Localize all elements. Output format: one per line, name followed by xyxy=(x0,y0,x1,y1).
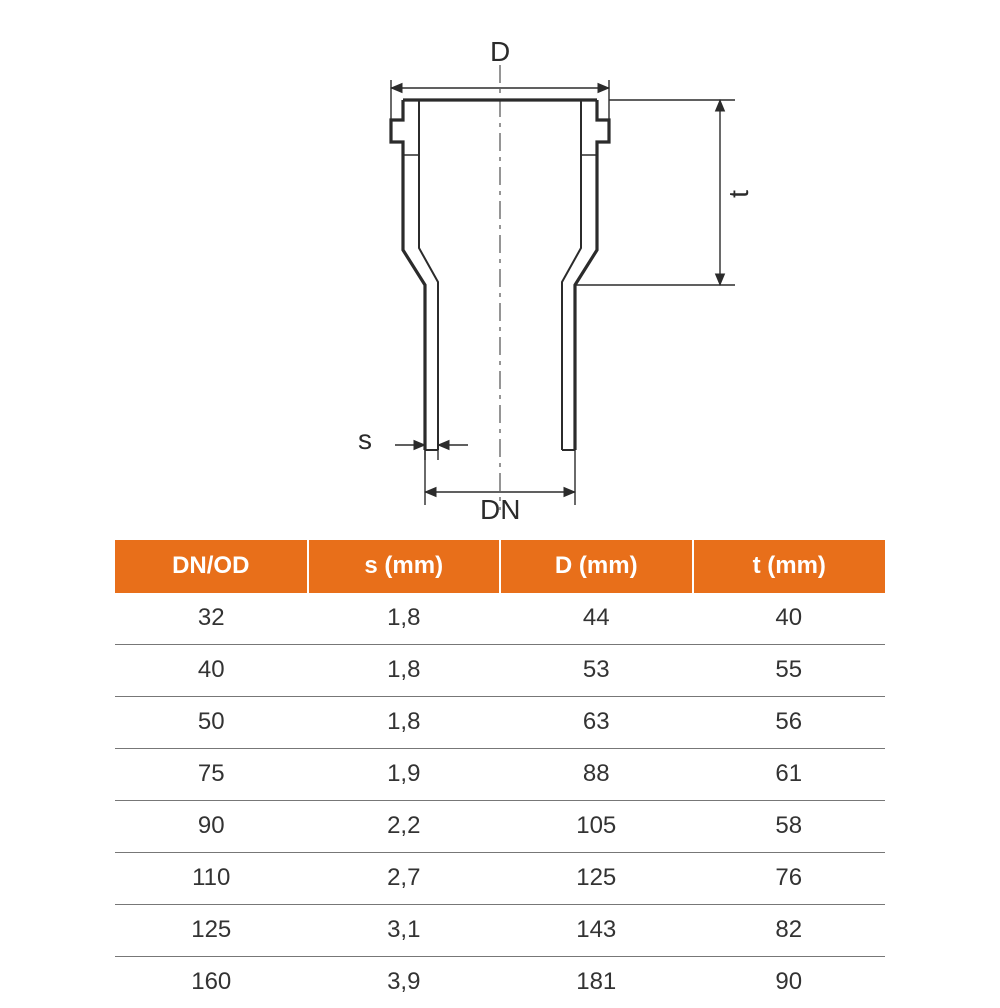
table-cell: 56 xyxy=(693,697,886,749)
table-cell: 110 xyxy=(115,853,308,905)
col-header: D (mm) xyxy=(500,540,693,593)
table-cell: 61 xyxy=(693,749,886,801)
col-header: s (mm) xyxy=(308,540,501,593)
table-cell: 55 xyxy=(693,645,886,697)
table-cell: 1,8 xyxy=(308,645,501,697)
table-cell: 3,1 xyxy=(308,905,501,957)
table-cell: 76 xyxy=(693,853,886,905)
col-header: DN/OD xyxy=(115,540,308,593)
table-cell: 143 xyxy=(500,905,693,957)
col-header: t (mm) xyxy=(693,540,886,593)
table-cell: 1,8 xyxy=(308,697,501,749)
dim-label-d: D xyxy=(490,36,510,68)
dimensions-table: DN/OD s (mm) D (mm) t (mm) 321,84440401,… xyxy=(115,540,885,1008)
table-row: 1253,114382 xyxy=(115,905,885,957)
table-row: 902,210558 xyxy=(115,801,885,853)
table-cell: 1,9 xyxy=(308,749,501,801)
table-cell: 3,9 xyxy=(308,957,501,1008)
dim-label-s: s xyxy=(358,424,372,456)
table-cell: 50 xyxy=(115,697,308,749)
table-cell: 1,8 xyxy=(308,593,501,645)
table-cell: 160 xyxy=(115,957,308,1008)
table-row: 751,98861 xyxy=(115,749,885,801)
table-row: 321,84440 xyxy=(115,593,885,645)
table-header-row: DN/OD s (mm) D (mm) t (mm) xyxy=(115,540,885,593)
table-cell: 181 xyxy=(500,957,693,1008)
table-cell: 2,7 xyxy=(308,853,501,905)
pipe-diagram: D t s DN xyxy=(0,30,1000,520)
table-row: 501,86356 xyxy=(115,697,885,749)
table-cell: 40 xyxy=(115,645,308,697)
table-cell: 82 xyxy=(693,905,886,957)
table-cell: 105 xyxy=(500,801,693,853)
table-cell: 125 xyxy=(500,853,693,905)
table-cell: 90 xyxy=(693,957,886,1008)
table-row: 1102,712576 xyxy=(115,853,885,905)
table-row: 401,85355 xyxy=(115,645,885,697)
table-cell: 90 xyxy=(115,801,308,853)
dim-label-t: t xyxy=(723,190,755,198)
table-cell: 88 xyxy=(500,749,693,801)
table-cell: 58 xyxy=(693,801,886,853)
table-cell: 44 xyxy=(500,593,693,645)
table-cell: 2,2 xyxy=(308,801,501,853)
dim-label-dn: DN xyxy=(480,494,520,526)
table-cell: 125 xyxy=(115,905,308,957)
table-cell: 53 xyxy=(500,645,693,697)
table-cell: 40 xyxy=(693,593,886,645)
table-cell: 63 xyxy=(500,697,693,749)
table-row: 1603,918190 xyxy=(115,957,885,1008)
table-cell: 32 xyxy=(115,593,308,645)
table-cell: 75 xyxy=(115,749,308,801)
